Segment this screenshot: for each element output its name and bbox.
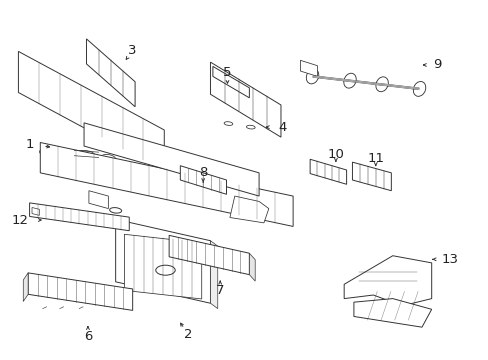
Polygon shape bbox=[249, 253, 255, 281]
Polygon shape bbox=[229, 196, 268, 223]
Ellipse shape bbox=[343, 73, 356, 88]
Ellipse shape bbox=[78, 150, 95, 158]
Polygon shape bbox=[210, 241, 217, 309]
Ellipse shape bbox=[246, 125, 255, 129]
Polygon shape bbox=[32, 207, 39, 215]
Polygon shape bbox=[86, 39, 135, 107]
Polygon shape bbox=[116, 219, 210, 303]
Ellipse shape bbox=[156, 265, 175, 275]
Text: 8: 8 bbox=[199, 166, 207, 179]
Ellipse shape bbox=[305, 69, 318, 84]
Text: 11: 11 bbox=[366, 152, 384, 165]
Polygon shape bbox=[300, 60, 317, 76]
Text: 10: 10 bbox=[327, 148, 344, 161]
Polygon shape bbox=[89, 191, 108, 208]
Polygon shape bbox=[169, 235, 249, 275]
Text: 1: 1 bbox=[26, 139, 34, 152]
Polygon shape bbox=[84, 123, 259, 196]
Ellipse shape bbox=[40, 149, 61, 158]
Ellipse shape bbox=[412, 81, 425, 96]
Ellipse shape bbox=[224, 122, 232, 125]
Polygon shape bbox=[30, 203, 129, 231]
Ellipse shape bbox=[375, 77, 387, 92]
Text: 13: 13 bbox=[441, 253, 457, 266]
Text: 9: 9 bbox=[432, 58, 441, 72]
Text: 3: 3 bbox=[128, 44, 137, 57]
Polygon shape bbox=[124, 234, 201, 299]
Text: 12: 12 bbox=[11, 213, 28, 226]
Polygon shape bbox=[353, 298, 431, 327]
Polygon shape bbox=[212, 66, 249, 98]
Text: 5: 5 bbox=[223, 66, 231, 79]
Polygon shape bbox=[344, 256, 431, 306]
Polygon shape bbox=[180, 166, 226, 194]
Text: 4: 4 bbox=[278, 121, 286, 134]
Text: 6: 6 bbox=[83, 330, 92, 343]
Text: 2: 2 bbox=[184, 328, 192, 341]
Polygon shape bbox=[23, 273, 28, 301]
Polygon shape bbox=[352, 162, 390, 191]
Polygon shape bbox=[19, 51, 164, 171]
Polygon shape bbox=[309, 159, 346, 184]
Ellipse shape bbox=[109, 208, 122, 213]
Polygon shape bbox=[210, 62, 281, 137]
Ellipse shape bbox=[101, 154, 115, 161]
Text: 7: 7 bbox=[216, 284, 224, 297]
Polygon shape bbox=[40, 143, 292, 226]
Polygon shape bbox=[28, 273, 132, 310]
